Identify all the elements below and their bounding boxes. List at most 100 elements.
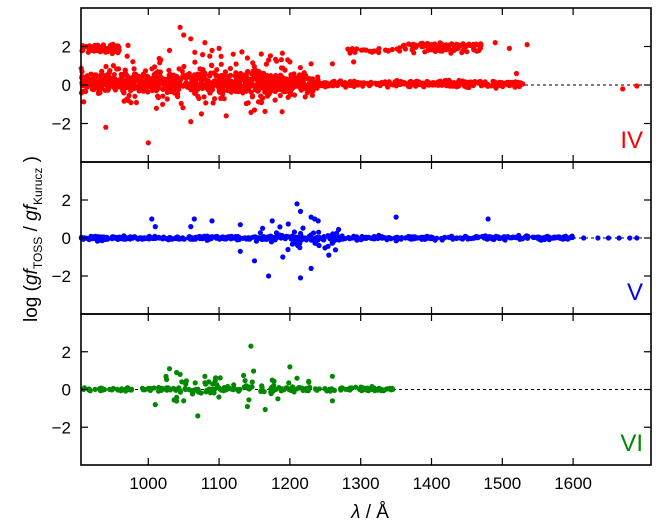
data-point — [283, 88, 289, 95]
data-point — [177, 371, 183, 377]
data-point — [244, 403, 250, 410]
data-point — [407, 235, 413, 241]
data-point — [519, 236, 526, 242]
data-point — [329, 398, 335, 404]
data-point — [347, 386, 353, 393]
data-point — [386, 81, 392, 87]
data-point — [188, 36, 194, 42]
data-point — [313, 236, 319, 242]
data-point — [465, 236, 471, 242]
data-point — [98, 77, 104, 83]
data-point — [351, 59, 357, 65]
data-point — [92, 74, 98, 80]
data-point — [141, 235, 147, 241]
data-point — [258, 388, 264, 394]
panel-label: VI — [620, 430, 643, 457]
data-point — [186, 74, 192, 80]
data-point — [172, 235, 178, 241]
data-point — [289, 234, 295, 240]
data-point — [84, 80, 90, 86]
data-point — [324, 388, 330, 394]
data-point — [349, 80, 355, 87]
data-point — [216, 394, 222, 400]
data-point — [340, 82, 346, 88]
data-point — [256, 74, 262, 80]
data-point — [236, 78, 242, 85]
y-tick-label: −2 — [52, 115, 71, 134]
data-point — [222, 69, 228, 75]
data-point — [152, 402, 158, 408]
data-point — [223, 113, 229, 119]
data-point — [144, 73, 151, 79]
data-point — [188, 119, 194, 125]
data-point — [359, 80, 365, 86]
data-point — [109, 387, 115, 393]
data-point — [515, 81, 521, 87]
data-point — [509, 235, 515, 241]
data-point — [174, 394, 180, 400]
data-point — [160, 235, 166, 242]
data-point — [439, 82, 445, 88]
data-point — [329, 61, 335, 67]
data-point — [248, 89, 254, 95]
data-point — [309, 92, 315, 98]
data-point — [338, 387, 344, 393]
data-point — [181, 63, 187, 70]
data-point — [121, 98, 127, 104]
data-point — [111, 72, 117, 78]
data-point — [458, 81, 464, 87]
data-point — [202, 40, 208, 46]
data-point — [145, 89, 151, 95]
data-point — [90, 235, 97, 241]
data-point — [271, 235, 277, 241]
data-point — [500, 83, 506, 90]
data-point — [375, 387, 381, 393]
data-point — [205, 236, 212, 242]
data-point — [254, 83, 260, 89]
data-point — [330, 231, 336, 237]
data-point — [306, 378, 312, 384]
data-point — [478, 80, 484, 86]
data-point — [353, 384, 359, 390]
data-point — [543, 234, 549, 240]
data-point — [126, 83, 132, 89]
data-point — [235, 85, 241, 91]
data-point — [100, 72, 106, 78]
data-point — [218, 61, 224, 67]
data-point — [195, 71, 201, 77]
data-point — [105, 87, 111, 93]
data-point — [345, 46, 351, 52]
data-point — [139, 78, 145, 84]
data-point — [251, 368, 257, 374]
data-point — [209, 47, 215, 54]
data-point — [173, 387, 179, 393]
data-point — [181, 398, 187, 404]
data-point — [285, 94, 291, 100]
data-point — [149, 216, 155, 222]
data-point — [500, 235, 506, 241]
data-point — [303, 72, 309, 78]
data-point — [314, 387, 320, 393]
data-point — [443, 77, 449, 84]
x-tick-label: 1100 — [201, 474, 238, 493]
chart-panels: −2 0 2 IV −2 0 2 V −2 0 2 VI — [52, 7, 652, 466]
data-point — [125, 42, 131, 49]
data-point — [244, 55, 250, 61]
data-point — [386, 235, 392, 241]
data-point — [249, 379, 255, 385]
data-point — [245, 100, 251, 106]
data-point — [393, 235, 399, 241]
data-point — [418, 41, 424, 47]
data-point — [250, 60, 256, 66]
data-point — [326, 83, 332, 89]
data-point — [266, 83, 272, 90]
data-point — [198, 390, 204, 396]
data-point — [390, 386, 396, 393]
data-point — [297, 208, 304, 214]
y-axis-prefix: log ( — [21, 284, 42, 322]
data-point — [142, 68, 149, 74]
data-point — [264, 89, 271, 95]
data-point — [131, 234, 137, 240]
data-point — [329, 386, 335, 392]
